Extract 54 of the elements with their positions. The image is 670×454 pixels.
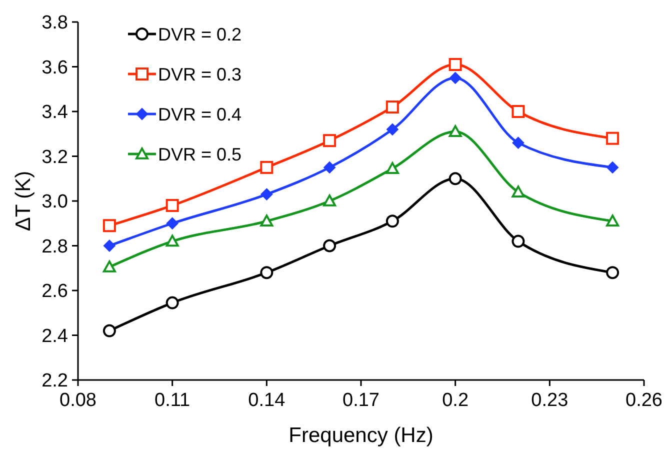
point xyxy=(512,186,525,198)
point xyxy=(260,214,274,227)
x-tick-label: 0.14 xyxy=(248,390,286,411)
y-tick-label: 3.8 xyxy=(42,12,68,34)
y-tick-label: 3.0 xyxy=(42,192,68,213)
point xyxy=(386,123,398,136)
point xyxy=(606,161,619,174)
point xyxy=(606,266,620,280)
legend-label: DVR = 0.2 xyxy=(158,24,242,44)
y-tick-label: 3.4 xyxy=(42,102,68,124)
point xyxy=(260,266,274,280)
point xyxy=(166,217,178,230)
point xyxy=(166,234,179,247)
point xyxy=(166,198,179,212)
point xyxy=(386,214,399,228)
point xyxy=(323,194,336,206)
point xyxy=(448,172,462,186)
point xyxy=(606,214,620,227)
point xyxy=(324,161,336,174)
y-tick-label: 3.2 xyxy=(42,146,68,168)
y-tick-label: 2.8 xyxy=(42,236,68,258)
point xyxy=(448,125,462,138)
x-tick-label: 0.17 xyxy=(342,390,380,411)
point xyxy=(512,136,524,149)
point xyxy=(606,132,620,145)
point xyxy=(260,188,273,200)
point xyxy=(386,162,399,174)
x-tick-label: 0.26 xyxy=(626,390,662,411)
x-tick-label: 0.23 xyxy=(531,390,568,411)
point xyxy=(166,296,179,310)
x-tick-label: 0.08 xyxy=(60,390,96,411)
point xyxy=(323,134,336,148)
x-axis-title: Frequency (Hz) xyxy=(288,424,434,447)
y-tick-label: 2.4 xyxy=(42,326,68,347)
y-tick-label: 3.6 xyxy=(42,57,68,78)
point xyxy=(102,219,116,232)
point xyxy=(449,72,462,84)
legend-label: DVR = 0.3 xyxy=(158,64,242,84)
x-tick-label: 0.2 xyxy=(442,390,469,411)
point xyxy=(323,239,336,252)
legend-label: DVR = 0.4 xyxy=(158,104,242,124)
x-tick-label: 0.11 xyxy=(154,390,190,411)
y-tick-label: 2.6 xyxy=(42,281,68,302)
point xyxy=(102,324,116,338)
y-axis-title: ΔT (K) xyxy=(12,170,35,232)
legend-label: DVR = 0.5 xyxy=(158,144,242,164)
point xyxy=(102,260,116,272)
point xyxy=(260,160,274,174)
point xyxy=(386,100,399,114)
point xyxy=(103,240,116,252)
y-tick-label: 2.2 xyxy=(42,370,68,392)
point xyxy=(512,105,525,118)
point xyxy=(512,234,525,248)
point xyxy=(448,58,462,72)
